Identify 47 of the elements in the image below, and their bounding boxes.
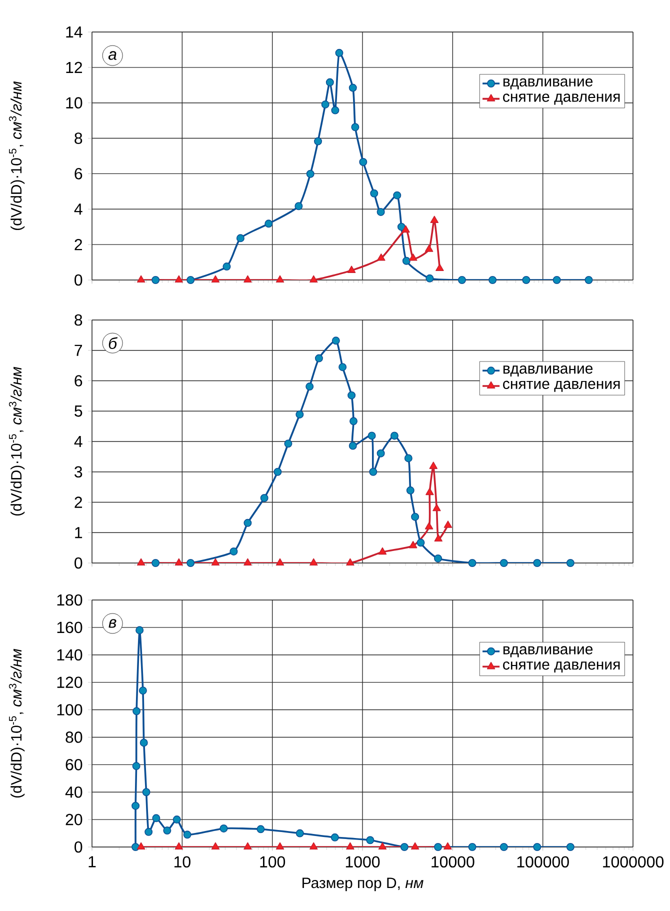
y-axis-title: (dV/dD)·10$^{-5}$, см$^{3}$/г/нм	[8, 648, 25, 798]
y-tick-label: 60	[66, 759, 82, 770]
y-tick-label: 120	[57, 676, 82, 688]
y-tick-label: 20	[66, 814, 82, 826]
annotation: в	[108, 619, 116, 628]
x-tick-label: 1000	[346, 856, 380, 868]
y-tick-label: 5	[74, 406, 82, 417]
y-tick-label: 100	[57, 704, 82, 716]
x-tick-label: 10000	[432, 856, 474, 868]
legend-label: снятие давления	[503, 94, 620, 105]
x-axis-title: Размер пор D, нм	[302, 878, 424, 892]
y-tick-label: 80	[66, 732, 82, 743]
legend-label: вдавливание	[503, 646, 593, 658]
y-tick-label: 40	[65, 786, 82, 798]
y-tick-label: 160	[57, 622, 82, 634]
x-tick-label: 100	[260, 856, 286, 868]
y-tick-label: 2	[74, 496, 82, 508]
y-tick-label: 10	[66, 97, 82, 109]
annotation: б	[108, 337, 118, 350]
y-tick-label: 0	[74, 557, 82, 569]
legend-label: снятие давления	[503, 661, 620, 673]
y-tick-label: 2	[74, 238, 82, 250]
y-tick-label: 3	[74, 466, 82, 478]
x-tick-label: 1000000	[603, 856, 664, 868]
y-tick-label: 0	[74, 841, 82, 853]
y-tick-label: 140	[57, 649, 82, 661]
y-tick-label: 7	[74, 344, 82, 356]
y-tick-label: 6	[74, 375, 82, 386]
y-tick-label: 8	[74, 132, 82, 144]
y-tick-label: 0	[74, 274, 82, 286]
legend-label: снятие давления	[503, 380, 620, 392]
y-tick-label: 4	[74, 436, 82, 447]
y-axis-title: (dV/dD)·10$^{-5}$, см$^{3}$/г/нм	[8, 366, 25, 516]
annotation: а	[108, 51, 116, 60]
x-tick-label: 100000	[517, 856, 569, 868]
legend-label: вдавливание	[503, 365, 593, 377]
legend-label: вдавливание	[503, 78, 593, 90]
y-tick-label: 1	[75, 527, 82, 538]
y-tick-label: 12	[66, 62, 82, 74]
y-tick-label: 6	[74, 168, 82, 180]
y-axis-title: (dV/dD)·10$^{-5}$, см$^{3}$/г/нм	[8, 81, 25, 230]
y-tick-label: 8	[74, 314, 82, 326]
x-tick-label: 10	[174, 856, 190, 868]
x-tick-label: 1	[88, 856, 96, 868]
y-tick-label: 14	[66, 26, 82, 38]
y-tick-label: 4	[74, 204, 82, 215]
y-tick-label: 180	[57, 594, 82, 606]
